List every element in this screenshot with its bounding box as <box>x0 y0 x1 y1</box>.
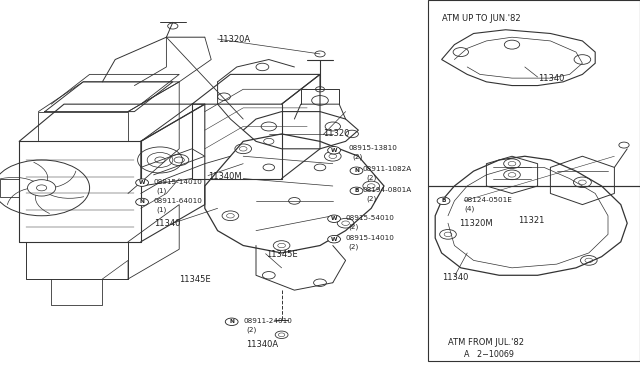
Text: (4): (4) <box>464 206 474 212</box>
Text: 11340M: 11340M <box>208 172 242 181</box>
Text: N: N <box>140 199 145 205</box>
Text: A   2−10069: A 2−10069 <box>464 350 514 359</box>
Text: 11340: 11340 <box>154 219 180 228</box>
Text: 08124-0501E: 08124-0501E <box>464 197 513 203</box>
Text: 08915-54010: 08915-54010 <box>346 215 394 221</box>
Bar <box>428 0 640 186</box>
Text: ATM UP TO JUN.'82: ATM UP TO JUN.'82 <box>442 14 520 23</box>
Text: (2): (2) <box>352 154 362 160</box>
Text: W: W <box>139 180 145 185</box>
Text: 08194-0801A: 08194-0801A <box>363 187 412 193</box>
Text: W: W <box>331 216 337 221</box>
Text: 11320: 11320 <box>323 129 349 138</box>
Text: 11345E: 11345E <box>179 275 211 284</box>
Text: ATM FROM JUL.'82: ATM FROM JUL.'82 <box>448 338 524 347</box>
Text: 08911-24010: 08911-24010 <box>243 318 292 324</box>
Text: 11340: 11340 <box>538 74 564 83</box>
Text: 11345E: 11345E <box>266 250 297 259</box>
Text: 11321: 11321 <box>518 216 545 225</box>
Text: 08915-13810: 08915-13810 <box>349 145 397 151</box>
Text: 08915-14010: 08915-14010 <box>346 235 394 241</box>
Text: W: W <box>331 237 337 242</box>
Text: (2): (2) <box>366 195 376 202</box>
Text: 11320M: 11320M <box>460 219 493 228</box>
Text: (2): (2) <box>366 175 376 182</box>
Text: (1): (1) <box>157 187 167 194</box>
Circle shape <box>136 179 148 186</box>
Circle shape <box>437 197 450 205</box>
Text: B: B <box>355 188 358 193</box>
Circle shape <box>136 198 148 206</box>
Circle shape <box>225 318 238 326</box>
Text: W: W <box>331 148 337 153</box>
Text: 08911-64010: 08911-64010 <box>154 198 202 204</box>
Text: 08915-14010: 08915-14010 <box>154 179 202 185</box>
Text: N: N <box>229 319 234 324</box>
Text: (2): (2) <box>246 326 257 333</box>
Circle shape <box>328 235 340 243</box>
Text: 11340A: 11340A <box>246 340 278 349</box>
Text: B: B <box>442 198 445 203</box>
Text: N: N <box>354 168 359 173</box>
Text: 08911-1082A: 08911-1082A <box>363 166 412 172</box>
Circle shape <box>328 147 340 154</box>
Circle shape <box>350 187 363 195</box>
Text: (1): (1) <box>157 206 167 213</box>
Bar <box>428 186 640 361</box>
Text: 11340: 11340 <box>442 273 468 282</box>
Text: 11320A: 11320A <box>218 35 250 44</box>
Text: (2): (2) <box>349 244 359 250</box>
Text: (2): (2) <box>349 223 359 230</box>
Circle shape <box>328 215 340 222</box>
Circle shape <box>350 167 363 174</box>
